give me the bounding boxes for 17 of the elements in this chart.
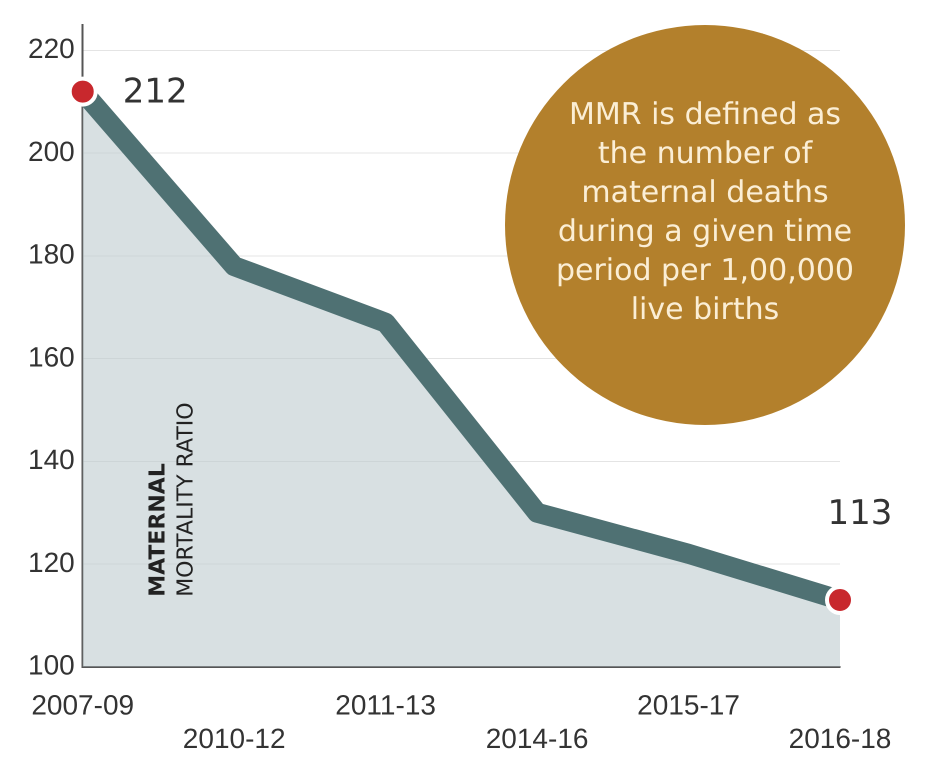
x-tick-label: 2010-12 xyxy=(182,722,286,754)
y-tick-label: 160 xyxy=(28,341,75,372)
data-label: 113 xyxy=(828,492,892,533)
x-tick-label: 2011-13 xyxy=(335,689,436,720)
y-axis-title: MATERNAL MORTALITY RATIO xyxy=(145,402,198,597)
y-tick-label: 180 xyxy=(28,238,75,270)
annotation: MMR is defined as the number of maternal deaths during a given time period per 1,00,000 live births xyxy=(555,96,855,329)
x-tick-label: 2014-16 xyxy=(486,722,588,754)
x-tick-label: 2016-18 xyxy=(788,722,892,754)
y-tick-label: 220 xyxy=(28,33,75,64)
y-tick-label: 140 xyxy=(28,444,75,476)
x-tick-label: 2015-17 xyxy=(637,689,740,720)
data-label: 212 xyxy=(122,71,188,112)
y-tick-label: 200 xyxy=(28,136,75,167)
x-tick-label: 2007-09 xyxy=(31,689,134,720)
y-tick-label: 100 xyxy=(28,650,75,681)
y-tick-label: 120 xyxy=(28,546,75,578)
